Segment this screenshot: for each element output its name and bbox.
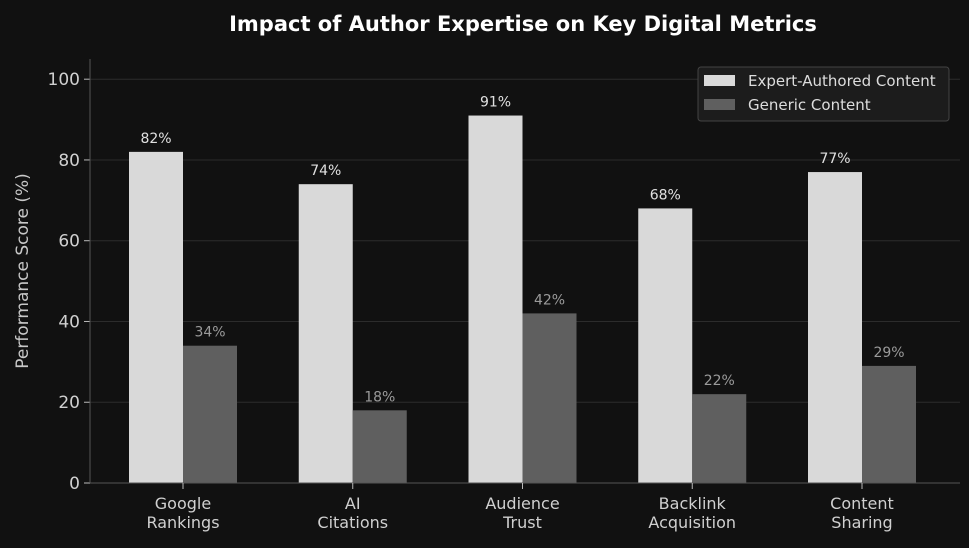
y-tick-label: 0 <box>69 474 80 494</box>
data-label: 22% <box>704 373 735 389</box>
data-label: 91% <box>480 95 511 111</box>
y-axis-label: Performance Score (%) <box>13 173 33 369</box>
bar-generic <box>352 410 407 483</box>
data-label: 29% <box>873 345 904 361</box>
y-tick-label: 20 <box>58 393 80 413</box>
bar-generic <box>522 313 577 483</box>
y-tick-label: 100 <box>48 70 80 90</box>
x-tick-label: Trust <box>502 513 542 532</box>
x-tick-label: Rankings <box>146 513 219 532</box>
chart-title: Impact of Author Expertise on Key Digita… <box>229 12 817 36</box>
y-tick-label: 60 <box>58 232 80 252</box>
x-tick-label: Backlink <box>659 494 727 513</box>
data-label: 68% <box>650 187 681 203</box>
data-label: 74% <box>310 163 341 179</box>
x-tick-label: AI <box>345 494 361 513</box>
bar-expert <box>638 208 693 483</box>
bar-expert <box>468 115 523 484</box>
y-tick-label: 40 <box>58 312 80 332</box>
x-tick-label: Content <box>830 494 894 513</box>
x-tick-label: Sharing <box>831 513 892 532</box>
legend-swatch-expert <box>704 75 735 86</box>
x-tick-label: Citations <box>317 513 388 532</box>
x-tick-label: Google <box>155 494 211 513</box>
legend-label-generic: Generic Content <box>748 96 871 114</box>
x-tick-label: Audience <box>485 494 559 513</box>
data-label: 34% <box>194 325 225 341</box>
bar-generic <box>183 345 237 483</box>
bar-generic <box>692 394 747 483</box>
bar-expert <box>129 151 183 483</box>
legend-box <box>697 66 950 122</box>
data-label: 42% <box>534 292 565 308</box>
data-label: 77% <box>819 151 850 167</box>
data-label: 18% <box>364 389 395 405</box>
bar-expert <box>298 184 353 483</box>
bar-expert <box>808 172 862 484</box>
legend: Expert-Authored Content Generic Content <box>697 66 950 122</box>
bar-generic <box>862 365 916 483</box>
legend-swatch-generic <box>704 99 735 110</box>
data-label: 82% <box>140 131 171 147</box>
x-tick-label: Acquisition <box>648 513 736 532</box>
y-tick-label: 80 <box>58 151 80 171</box>
legend-label-expert: Expert-Authored Content <box>748 72 936 90</box>
